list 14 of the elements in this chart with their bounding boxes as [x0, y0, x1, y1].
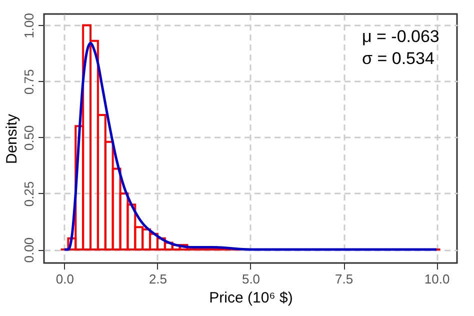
annotation: μ = -0.063 [362, 27, 440, 46]
y-axis-title: Density [4, 114, 20, 164]
x-axis-title: Price (10⁶ $) [209, 290, 293, 306]
x-tick-label: 0.0 [56, 272, 74, 286]
y-tick-label: 0.75 [22, 69, 36, 94]
y-tick-label: 1.00 [22, 13, 36, 38]
x-tick-label: 10.0 [424, 272, 450, 286]
x-tick-label: 7.5 [334, 272, 354, 286]
y-tick-label: 0.25 [22, 181, 36, 207]
annotation: σ = 0.534 [362, 49, 434, 68]
x-tick-label: 5.0 [242, 272, 260, 286]
y-tick-label: 0.50 [22, 125, 36, 151]
x-tick-label: 2.5 [148, 272, 168, 286]
y-tick-label: 0.00 [22, 237, 36, 263]
